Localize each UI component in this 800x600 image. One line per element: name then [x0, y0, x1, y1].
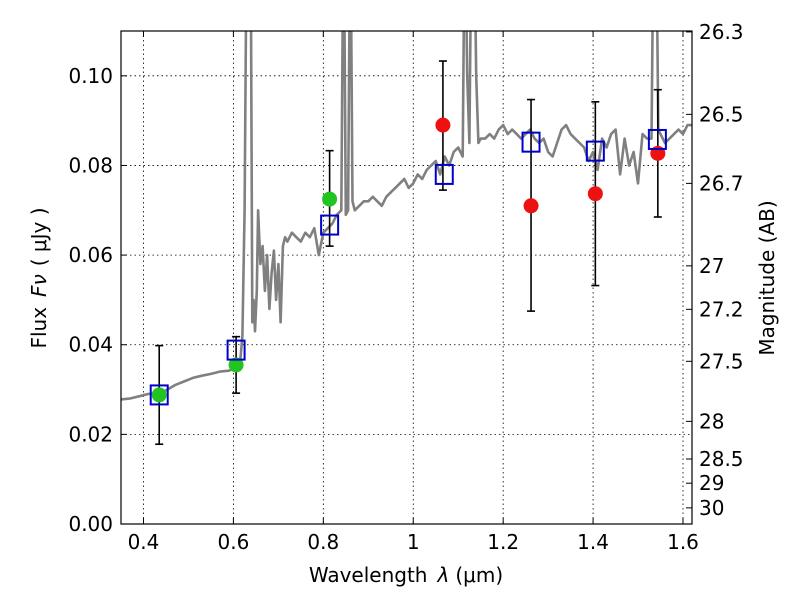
right-tick-label: 27.2	[699, 297, 744, 321]
markers	[149, 60, 667, 446]
data-point	[151, 387, 167, 403]
model-square	[647, 128, 667, 150]
right-tick-label: 26.3	[699, 20, 744, 44]
y-tick-label: 0.06	[68, 243, 113, 267]
spectrum-line	[121, 31, 692, 401]
y-axis-label-text: Flux	[27, 307, 51, 349]
right-tick-label: 27.5	[699, 349, 744, 373]
x-tick-label: 1.4	[577, 530, 609, 554]
y-axis-label-unit: ( μJy )	[27, 207, 51, 266]
model-square	[149, 384, 169, 406]
data-point	[523, 198, 539, 214]
right-axis-label: Magnitude (AB)	[755, 200, 779, 355]
y-axis-label: Flux Fν ( μJy )	[27, 207, 51, 348]
plot-frame	[120, 30, 693, 525]
model-square	[226, 339, 246, 361]
y-tick-label: 0.10	[68, 64, 113, 88]
x-axis-label-symbol: λ	[437, 563, 450, 587]
y-tick-label: 0.04	[68, 333, 113, 357]
data-point	[587, 186, 603, 202]
model-square	[320, 214, 340, 236]
right-tick-label: 26.5	[699, 102, 744, 126]
x-tick-label: 0.6	[217, 530, 249, 554]
right-tick-label: 28.5	[699, 447, 744, 471]
y-axis-label-symbol: Fν	[27, 274, 51, 297]
y-tick-label: 0.02	[68, 422, 113, 446]
model-square	[585, 140, 605, 162]
plot-area	[121, 31, 692, 401]
x-tick-label: 0.8	[307, 530, 339, 554]
right-tick-label: 28	[699, 409, 724, 433]
data-point	[435, 117, 451, 133]
y-tick-label: 0.00	[68, 512, 113, 536]
model-square	[521, 131, 541, 153]
right-tick-label: 27	[699, 254, 724, 278]
data-point	[228, 357, 244, 373]
x-tick-label: 1	[407, 530, 420, 554]
ticks: 0.4 0.6 0.8 1 1.2 1.4 1.6 0.00 0.02 0.04 0.06 0.08 0…	[68, 20, 743, 554]
x-axis-label-unit: (μm)	[455, 563, 503, 587]
grid	[121, 31, 692, 525]
y-tick-label: 0.08	[68, 153, 113, 177]
x-tick-label: 1.2	[487, 530, 519, 554]
x-axis-label-text: Wavelength	[309, 563, 428, 587]
x-axis-label: Wavelength λ (μm)	[309, 563, 503, 587]
x-tick-label: 1.6	[667, 530, 699, 554]
right-tick-label: 30	[699, 496, 724, 520]
right-tick-label: 26.7	[699, 171, 744, 195]
x-tick-label: 0.4	[128, 530, 160, 554]
model-square	[434, 163, 454, 185]
right-tick-label: 29	[699, 471, 724, 495]
data-point	[322, 191, 338, 207]
